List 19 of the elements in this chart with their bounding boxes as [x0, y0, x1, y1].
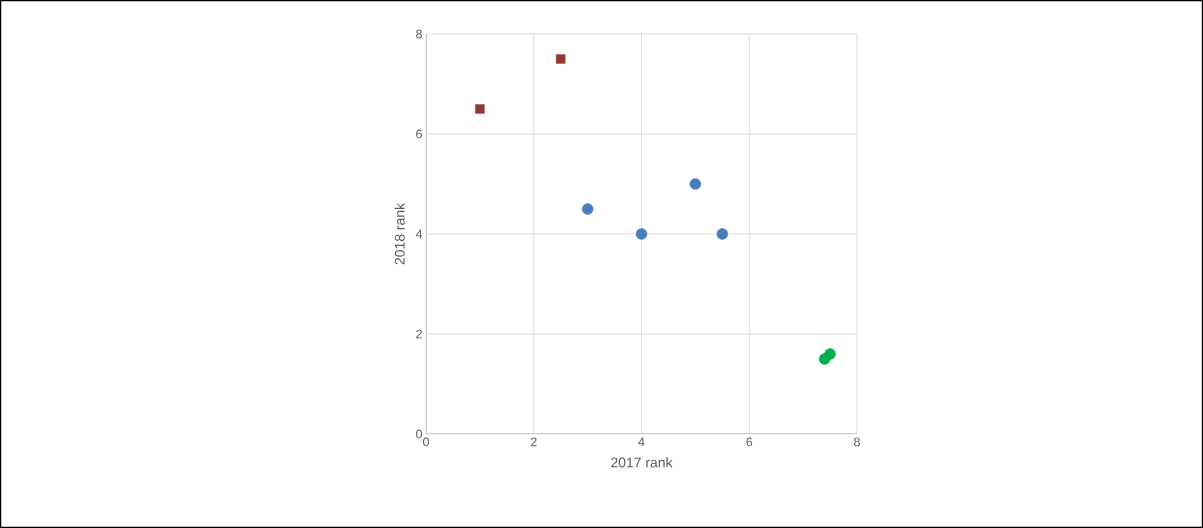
x-tick-label: 4 [638, 437, 645, 447]
x-tick-label: 8 [854, 437, 860, 447]
y-axis-title: 2018 rank [394, 202, 405, 265]
point [475, 104, 485, 114]
point [716, 228, 729, 240]
y-tick-label: 6 [416, 129, 422, 139]
y-tick-label: 4 [415, 229, 423, 239]
point [824, 348, 836, 360]
x-tick-label: 2 [530, 437, 537, 447]
point [556, 54, 566, 64]
point [635, 228, 648, 240]
point [581, 203, 594, 215]
y-tick-label: 0 [416, 429, 422, 439]
y-tick-label: 2 [416, 329, 422, 339]
x-tick-label: 0 [423, 437, 429, 447]
y-tick-label: 8 [416, 29, 422, 39]
x-axis-title: 2017 rank [611, 457, 673, 468]
x-tick-label: 6 [746, 437, 753, 447]
point [689, 178, 702, 190]
